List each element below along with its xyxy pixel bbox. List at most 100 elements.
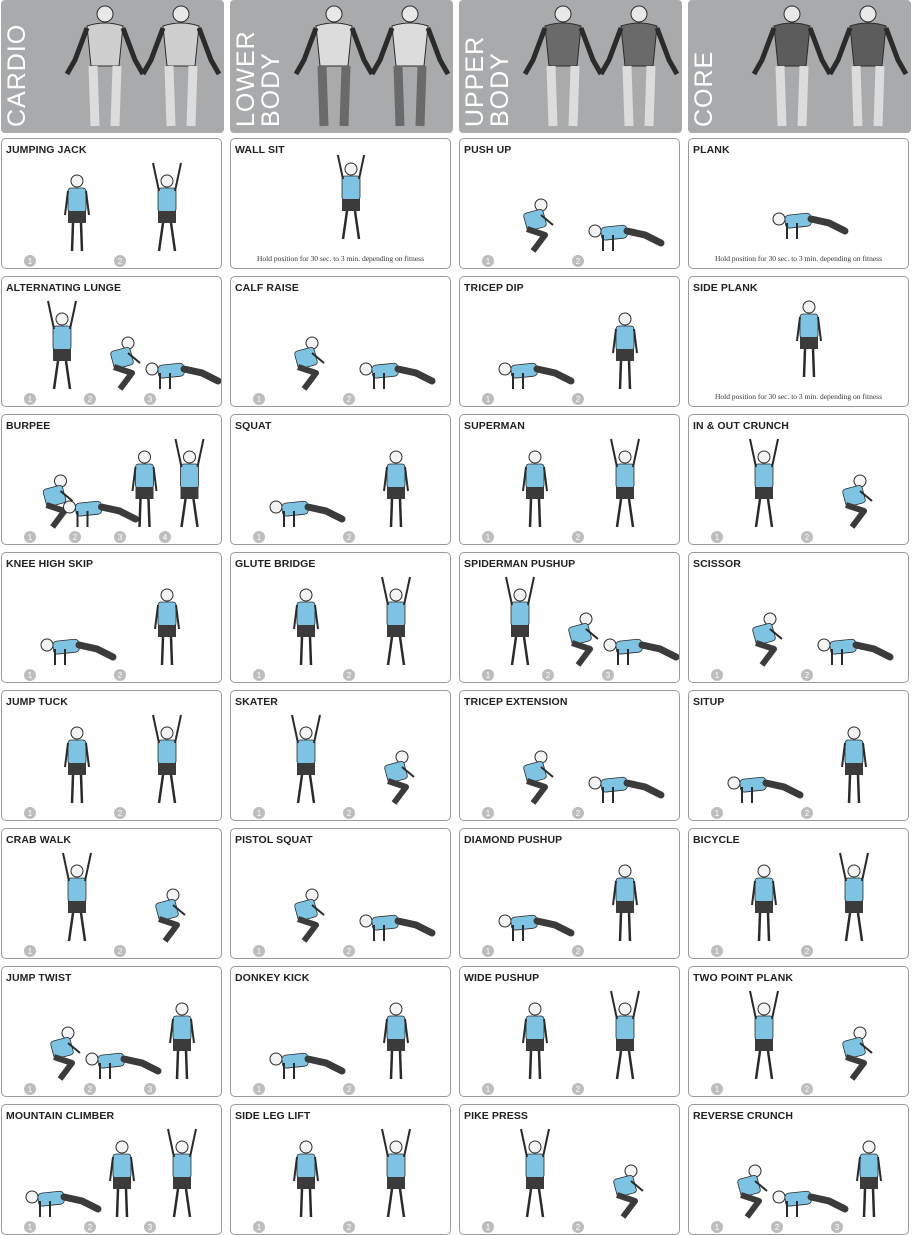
exercise-figure-icon (523, 750, 554, 805)
anatomy-back-icon (369, 5, 450, 127)
step-number: 1 (486, 257, 491, 266)
step-badge: 2 (343, 945, 355, 957)
step-number: 1 (28, 809, 33, 818)
exercise-figure-icon (498, 914, 575, 941)
step-number: 1 (28, 533, 33, 542)
step-number: 1 (715, 1085, 720, 1094)
exercise-figure-icon (291, 714, 321, 804)
step-number: 2 (576, 1085, 581, 1094)
step-number: 2 (805, 671, 810, 680)
exercise-illustration: 1 2 3 (482, 576, 679, 681)
exercise-figure-icon (856, 1140, 882, 1218)
exercise-name: SIDE PLANK (693, 282, 758, 294)
exercise-name: SITUP (693, 696, 725, 708)
exercise-card: GLUTE BRIDGE 1 2 (230, 552, 451, 683)
exercise-name: REVERSE CRUNCH (693, 1110, 793, 1122)
exercise-card: SITUP 1 2 (688, 690, 909, 821)
step-badge: 1 (482, 1221, 494, 1233)
exercise-figure-icon (85, 1052, 162, 1079)
step-badge: 2 (343, 1083, 355, 1095)
step-badge: 2 (572, 807, 584, 819)
step-badge: 1 (711, 1083, 723, 1095)
exercise-name: SCISSOR (693, 558, 741, 570)
exercise-card: TRICEP EXTENSION 1 2 (459, 690, 680, 821)
exercise-figure-icon (752, 612, 783, 667)
exercise-figure-icon (751, 864, 777, 942)
exercise-figure-icon (155, 888, 186, 943)
exercise-figure-icon (737, 1164, 768, 1219)
step-badge: 1 (24, 1083, 36, 1095)
exercise-figure-icon (269, 1052, 346, 1079)
exercise-figure-icon (796, 300, 822, 378)
step-badge: 3 (144, 1221, 156, 1233)
column-title: LOWER BODY (232, 30, 285, 127)
exercise-figure-icon (610, 990, 640, 1080)
exercise-figure-icon (749, 990, 779, 1080)
exercise-card: KNEE HIGH SKIP 1 2 (1, 552, 222, 683)
step-badge: 1 (482, 393, 494, 405)
exercise-figure-icon (152, 162, 182, 252)
step-number: 2 (347, 1085, 352, 1094)
step-number: 2 (118, 947, 123, 956)
exercise-figure-icon (588, 224, 665, 251)
exercise-illustration: 1 2 3 (711, 1140, 882, 1233)
exercise-card: IN & OUT CRUNCH 1 2 (688, 414, 909, 545)
exercise-figure-icon (62, 852, 92, 942)
anatomy-back-icon (140, 5, 221, 127)
exercise-card: CALF RAISE 1 2 (230, 276, 451, 407)
step-number: 2 (347, 671, 352, 680)
exercise-figure-icon (145, 362, 221, 389)
step-badge: 1 (711, 807, 723, 819)
step-number: 3 (148, 1085, 153, 1094)
exercise-figure-icon (110, 336, 141, 391)
exercise-figure-icon (359, 914, 436, 941)
exercise-note: Hold position for 30 sec. to 3 min. depe… (714, 254, 883, 263)
exercise-figure-icon (64, 174, 90, 252)
step-badge: 2 (343, 1221, 355, 1233)
anatomy-back-icon (827, 5, 908, 127)
step-badge: 1 (482, 255, 494, 267)
step-number: 1 (257, 1223, 262, 1232)
exercise-name: SKATER (235, 696, 278, 708)
column-title: CORE (690, 50, 718, 127)
step-badge: 1 (711, 945, 723, 957)
step-badge: 1 (482, 807, 494, 819)
step-number: 3 (606, 671, 611, 680)
exercise-illustration (796, 300, 822, 378)
step-number: 2 (805, 947, 810, 956)
step-number: 2 (576, 257, 581, 266)
exercise-card: JUMP TUCK 1 2 (1, 690, 222, 821)
step-badge: 3 (114, 531, 126, 543)
step-badge: 2 (84, 1083, 96, 1095)
step-number: 3 (835, 1223, 840, 1232)
exercise-name: BICYCLE (693, 834, 740, 846)
exercise-name: MOUNTAIN CLIMBER (6, 1110, 115, 1122)
step-number: 1 (486, 671, 491, 680)
exercise-figure-icon (169, 1002, 195, 1080)
exercise-card: WALL SIT Hold position for 30 sec. to 3 m… (230, 138, 451, 269)
step-badge: 1 (24, 393, 36, 405)
step-badge: 3 (831, 1221, 843, 1233)
exercise-note: Hold position for 30 sec. to 3 min. depe… (256, 254, 425, 263)
exercise-card: BICYCLE 1 2 (688, 828, 909, 959)
exercise-name: WALL SIT (235, 144, 285, 156)
exercise-card: PLANK Hold position for 30 sec. to 3 min.… (688, 138, 909, 269)
exercise-card: TRICEP DIP 1 2 (459, 276, 680, 407)
exercise-figure-icon (588, 776, 665, 803)
exercise-figure-icon (40, 638, 117, 665)
step-number: 1 (715, 809, 720, 818)
exercise-name: SIDE LEG LIFT (235, 1110, 311, 1122)
exercise-figure-icon (498, 362, 575, 389)
step-number: 3 (148, 1223, 153, 1232)
step-badge: 4 (159, 531, 171, 543)
exercise-card: ALTERNATING LUNGE 1 2 3 (1, 276, 222, 407)
